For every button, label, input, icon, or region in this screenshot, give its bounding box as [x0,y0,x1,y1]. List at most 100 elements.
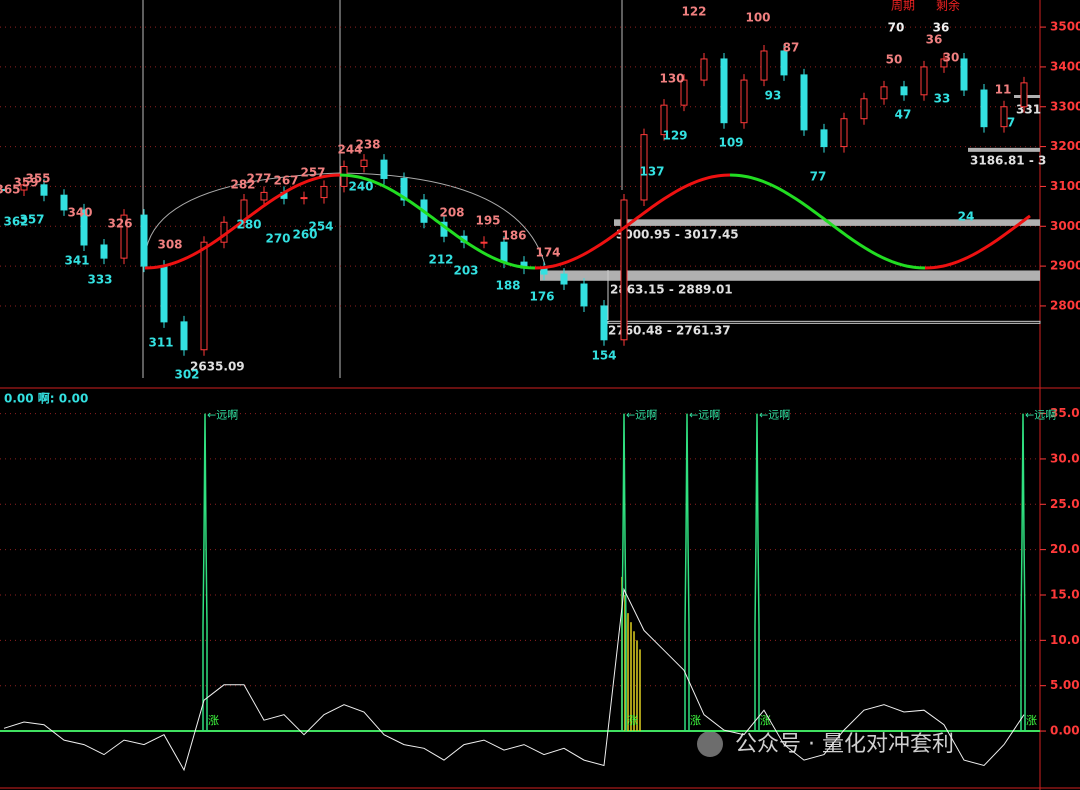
candle [880,86,888,100]
cycle-arc [144,172,546,266]
cycle-curve [924,214,1031,270]
candle [620,199,628,341]
spike-label: ←远啊 [626,409,657,422]
high-label: 257 [300,166,325,180]
candle [800,74,808,131]
high-label: 36 [926,33,943,47]
y-tick-label: 0.00 [1050,724,1080,738]
spike [621,413,627,732]
y-tick-label: 3200 [1050,139,1080,153]
candle [560,273,568,285]
low-label: 212 [428,253,453,267]
marker-label: 涨 [760,714,771,727]
candle [120,214,128,259]
y-tick-label: 15.00 [1050,587,1080,601]
candle [60,194,68,211]
y-tick-label: 25.00 [1050,497,1080,511]
low-label: 7 [1007,116,1015,130]
high-label: 355 [25,172,50,186]
candle [960,58,968,91]
low-label: 302 [174,368,199,382]
candle [680,79,688,106]
low-label: 93 [765,89,782,103]
header-label: 周期 [891,0,915,13]
high-label: 87 [783,41,800,55]
low-label: 154 [591,349,616,363]
high-label: 195 [475,214,500,228]
low-label: 47 [895,108,912,122]
candle [600,305,608,341]
high-label: 11 [995,83,1012,97]
marker-label: 涨 [690,714,701,727]
high-label: 365 [0,183,21,197]
low-label: 33 [934,92,951,106]
candle [320,185,328,199]
candle [920,66,928,96]
y-tick-label: 35.00 [1050,406,1080,420]
range-band [968,147,1040,152]
header-value: 70 [888,21,905,35]
point-label: 331 [1016,103,1041,117]
candle [1000,106,1008,128]
high-label: 238 [355,138,380,152]
candle [200,241,208,351]
watermark-group: 公众号 · 量化对冲套利 [697,731,954,757]
candle [1,189,7,192]
y-tick-label: 3000 [1050,219,1080,233]
high-label: 244 [337,143,362,157]
candle [860,98,868,120]
y-tick-label: 3100 [1050,179,1080,193]
y-tick-label: 3300 [1050,99,1080,113]
header-label: 剩余 [936,0,960,13]
y-tick-label: 2800 [1050,298,1080,312]
low-label: 176 [529,290,554,304]
low-label: 77 [810,170,827,184]
high-label: 174 [535,246,560,260]
y-tick-label: 20.00 [1050,542,1080,556]
indicator-title: 0.00 啊: 0.00 [4,391,88,406]
high-label: 122 [681,5,706,19]
candle [180,321,188,351]
low-label: 203 [453,264,478,278]
high-label: 130 [659,72,684,86]
y-tick-label: 5.00 [1050,678,1080,692]
cycle-curve [144,173,341,270]
low-label: 129 [662,129,687,143]
spike [684,413,690,732]
range-label: 2863.15 - 2889.01 [610,283,733,297]
high-label: 50 [886,53,903,67]
low-label: 137 [639,165,664,179]
y-tick-label: 30.00 [1050,451,1080,465]
low-label: 109 [718,136,743,150]
candle [740,79,748,124]
low-label: 24 [958,210,975,224]
candle [140,214,148,267]
high-label: 359 [13,176,38,190]
y-tick-label: 2900 [1050,259,1080,273]
marker-label: 涨 [1026,714,1037,727]
candle [820,129,828,148]
low-label: 333 [87,273,112,287]
candle [360,159,368,168]
candle [720,58,728,124]
range-band [607,320,1041,324]
range-label: 3000.95 - 3017.45 [616,228,739,242]
spike [1020,413,1026,732]
candle [1020,82,1028,108]
low-label: 260 [292,228,317,242]
high-label: 100 [745,11,770,25]
high-label: 208 [439,206,464,220]
candle [700,58,708,81]
high-label: 282 [230,178,255,192]
candle [980,89,988,128]
cycle-curve [339,173,536,270]
low-label: 240 [348,180,373,194]
point-label: 2635.09 [190,360,245,374]
candle [640,134,648,201]
candle [80,209,88,246]
cycle-curve [534,173,731,270]
high-label: 186 [501,229,526,243]
high-label: 277 [246,172,271,186]
